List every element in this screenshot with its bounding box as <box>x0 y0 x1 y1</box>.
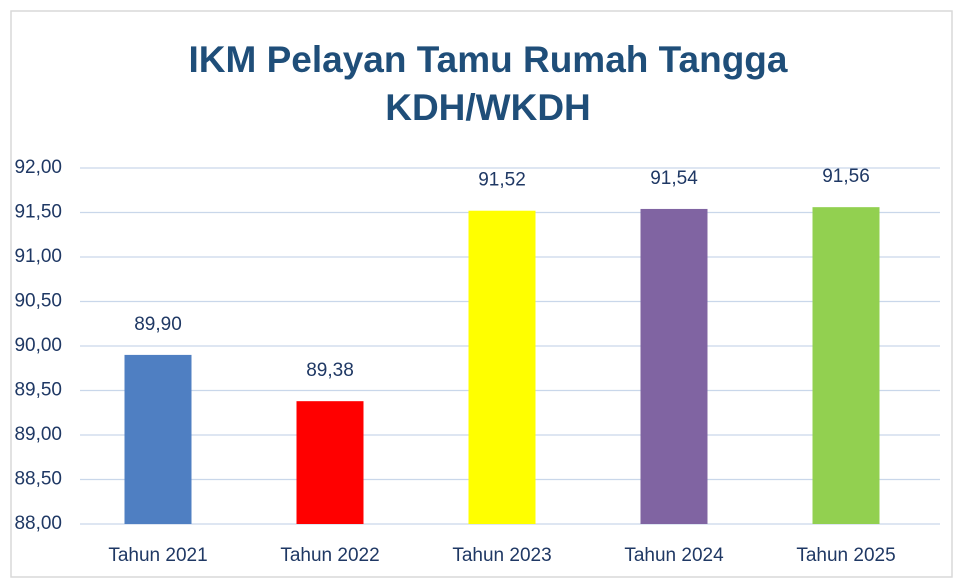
y-tick-label: 91,50 <box>14 202 62 223</box>
bar <box>640 208 708 524</box>
data-label: 91,56 <box>822 166 870 187</box>
x-tick-label: Tahun 2025 <box>796 545 895 566</box>
data-label: 89,38 <box>306 360 354 381</box>
data-label: 91,52 <box>478 170 526 191</box>
y-tick-label: 90,00 <box>14 335 62 356</box>
bar <box>296 401 364 524</box>
x-tick-label: Tahun 2021 <box>108 545 207 566</box>
y-tick-label: 89,00 <box>14 424 62 445</box>
y-tick-label: 89,50 <box>14 380 62 401</box>
data-label: 89,90 <box>134 314 182 335</box>
x-tick-label: Tahun 2024 <box>624 545 724 566</box>
x-tick-label: Tahun 2023 <box>452 545 551 566</box>
bar <box>124 354 192 524</box>
y-tick-label: 88,00 <box>14 513 62 534</box>
bar <box>468 210 536 524</box>
y-tick-label: 90,50 <box>14 291 62 312</box>
y-tick-label: 91,00 <box>14 246 62 267</box>
chart-title: IKM Pelayan Tamu Rumah Tangga <box>189 39 788 80</box>
bar <box>812 207 880 524</box>
y-tick-label: 92,00 <box>14 157 62 178</box>
x-tick-label: Tahun 2022 <box>280 545 379 566</box>
data-label: 91,54 <box>650 168 698 189</box>
chart-title: KDH/WKDH <box>385 87 591 128</box>
y-tick-label: 88,50 <box>14 469 62 490</box>
